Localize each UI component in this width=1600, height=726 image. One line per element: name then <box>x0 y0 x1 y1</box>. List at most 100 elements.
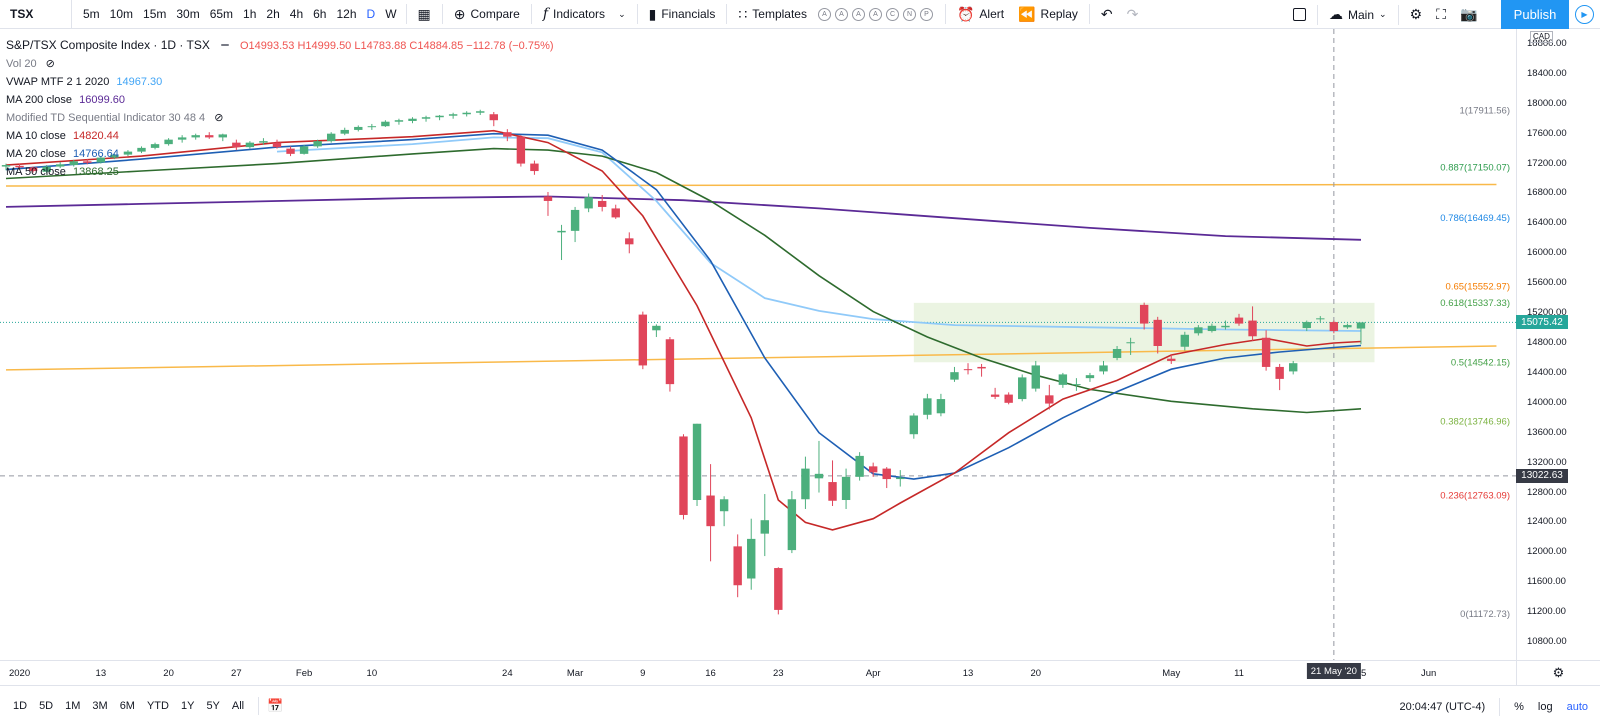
alert-button[interactable]: ⏰ Alert <box>950 0 1011 29</box>
candle-body <box>990 394 1000 397</box>
price-tick: 14800.00 <box>1527 337 1567 348</box>
price-tick: 17200.00 <box>1527 157 1567 169</box>
template-shortcut[interactable]: A <box>851 7 865 21</box>
play-button[interactable]: ▶ <box>1575 5 1594 24</box>
price-axis[interactable]: 18800.00 18400.00 18000.00 17600.00 17200.00… <box>1516 29 1600 660</box>
date-range-list: 1D 5D 1M 3M 6M YTD 1Y 5Y All <box>0 700 250 712</box>
candle-body <box>177 137 187 140</box>
ma20-line <box>5 132 1362 480</box>
expand-icon: ⛶ <box>1436 6 1446 22</box>
divider <box>944 4 946 24</box>
fib-level-label: 1(17911.56) <box>1459 105 1510 116</box>
publish-button[interactable]: Publish <box>1501 0 1569 29</box>
snapshot-button[interactable]: 📷 <box>1453 0 1484 29</box>
candle-body <box>1099 365 1108 372</box>
legend-ma50-label: MA 50 close <box>6 166 66 178</box>
template-shortcut[interactable]: N <box>902 7 916 21</box>
financials-button[interactable]: ▮ Financials <box>642 0 723 29</box>
template-shortcut[interactable]: C <box>885 7 899 21</box>
range-ytd[interactable]: YTD <box>146 700 169 712</box>
layout-label: Main <box>1348 7 1375 22</box>
templates-button[interactable]: ∷ Templates <box>731 0 814 29</box>
interval-w[interactable]: W <box>385 7 397 21</box>
candle-body <box>1112 348 1122 358</box>
candle-body <box>96 157 106 163</box>
eye-off-icon[interactable]: ⊘ <box>214 112 224 124</box>
candle-body <box>1031 365 1040 389</box>
clock-time[interactable]: 20:04:47 (UTC-4) <box>1399 700 1486 713</box>
undo-icon: ↶ <box>1100 5 1113 22</box>
calendar-goto-icon[interactable]: 📅 <box>267 698 284 713</box>
candle-body <box>55 164 65 167</box>
undo-button[interactable]: ↶ <box>1094 0 1120 29</box>
range-3m[interactable]: 3M <box>92 700 108 712</box>
template-shortcut[interactable]: A <box>817 7 831 21</box>
fib-level-label: 0.5(14542.15) <box>1451 357 1510 368</box>
ma10-line <box>5 129 1362 531</box>
template-shortcut[interactable]: A <box>834 7 848 21</box>
interval-15m[interactable]: 15m <box>143 7 167 21</box>
fib-level-label: 0.382(13746.96) <box>1440 417 1510 428</box>
candle-body <box>747 538 756 579</box>
time-tick: 9 <box>640 668 646 679</box>
range-6m[interactable]: 6M <box>119 700 135 712</box>
interval-list: 5m 10m 15m 30m 65m 1h 2h 4h 6h 12h D W <box>72 0 402 29</box>
chart-type-button[interactable]: ▦ <box>411 0 438 29</box>
legend-td-label: Modified TD Sequential Indicator 30 48 4 <box>6 112 206 124</box>
interval-5m[interactable]: 5m <box>83 7 100 21</box>
eye-off-icon[interactable]: ⊘ <box>45 58 55 70</box>
interval-1h[interactable]: 1h <box>243 7 257 21</box>
range-5y[interactable]: 5Y <box>206 700 220 712</box>
publish-label: Publish <box>1513 7 1557 22</box>
replay-button[interactable]: ⏪ Replay <box>1011 0 1085 29</box>
redo-button[interactable]: ↷ <box>1120 0 1146 29</box>
chart-pane[interactable]: 1(17911.56) 0.887(17150.07) 0.786(16469.45… <box>0 29 1516 660</box>
currency-label[interactable]: CAD <box>1530 31 1553 43</box>
interval-12h[interactable]: 12h <box>336 7 357 21</box>
interval-10m[interactable]: 10m <box>109 7 134 21</box>
auto-toggle[interactable]: auto <box>1566 700 1588 713</box>
time-tick: 27 <box>231 668 242 679</box>
time-axis[interactable]: 2020 13 20 27 Feb 10 24 Mar 9 16 23 Apr 13 20 May 11 25 J… <box>0 660 1516 685</box>
interval-6h[interactable]: 6h <box>313 7 327 21</box>
candle-body <box>936 399 946 414</box>
square-icon <box>1293 8 1306 21</box>
interval-4h[interactable]: 4h <box>289 7 304 21</box>
fullscreen-button[interactable]: ⛶ <box>1429 0 1453 29</box>
log-toggle[interactable]: log <box>1537 700 1553 713</box>
candle-body <box>1234 317 1244 324</box>
legend-dot-icon[interactable] <box>220 44 229 48</box>
settings-button[interactable]: ⚙ <box>1403 0 1430 29</box>
template-shortcut[interactable]: A <box>868 7 882 21</box>
interval-30m[interactable]: 30m <box>176 7 200 21</box>
chevron-down-icon[interactable]: ⌄ <box>618 8 626 19</box>
template-shortcut[interactable]: P <box>919 7 933 21</box>
legend-vwap-value: 14967.30 <box>116 76 163 88</box>
compare-button[interactable]: ⊕ Compare <box>447 0 527 29</box>
interval-65m[interactable]: 65m <box>209 7 234 21</box>
range-all[interactable]: All <box>231 700 245 712</box>
price-tick: 17600.00 <box>1527 127 1567 139</box>
interval-d[interactable]: D <box>366 7 376 21</box>
candle-body <box>448 114 458 116</box>
candle-body <box>1275 366 1284 379</box>
cloud-icon: ☁ <box>1329 6 1343 22</box>
compare-label: Compare <box>470 7 520 21</box>
range-1d[interactable]: 1D <box>13 700 28 712</box>
candle-body <box>733 546 742 586</box>
layout-select[interactable]: ☁ Main ⌄ <box>1322 0 1394 29</box>
range-1m[interactable]: 1M <box>65 700 81 712</box>
axis-settings-button[interactable]: ⚙ <box>1516 660 1600 685</box>
percent-toggle[interactable]: % <box>1514 700 1524 713</box>
divider <box>636 4 638 24</box>
symbol-search[interactable]: TSX <box>0 0 72 29</box>
range-1y[interactable]: 1Y <box>180 700 195 712</box>
price-chart[interactable]: 1(17911.56) 0.887(17150.07) 0.786(16469.45… <box>0 29 1516 660</box>
range-5d[interactable]: 5D <box>39 700 54 712</box>
price-tick: 13600.00 <box>1527 426 1567 438</box>
fullscreen-layout-button[interactable] <box>1286 0 1313 29</box>
indicators-button[interactable]: f Indicators ⌄ <box>536 0 633 29</box>
interval-2h[interactable]: 2h <box>266 7 280 21</box>
price-tick: 10800.00 <box>1527 636 1567 648</box>
candle-body <box>923 398 932 415</box>
